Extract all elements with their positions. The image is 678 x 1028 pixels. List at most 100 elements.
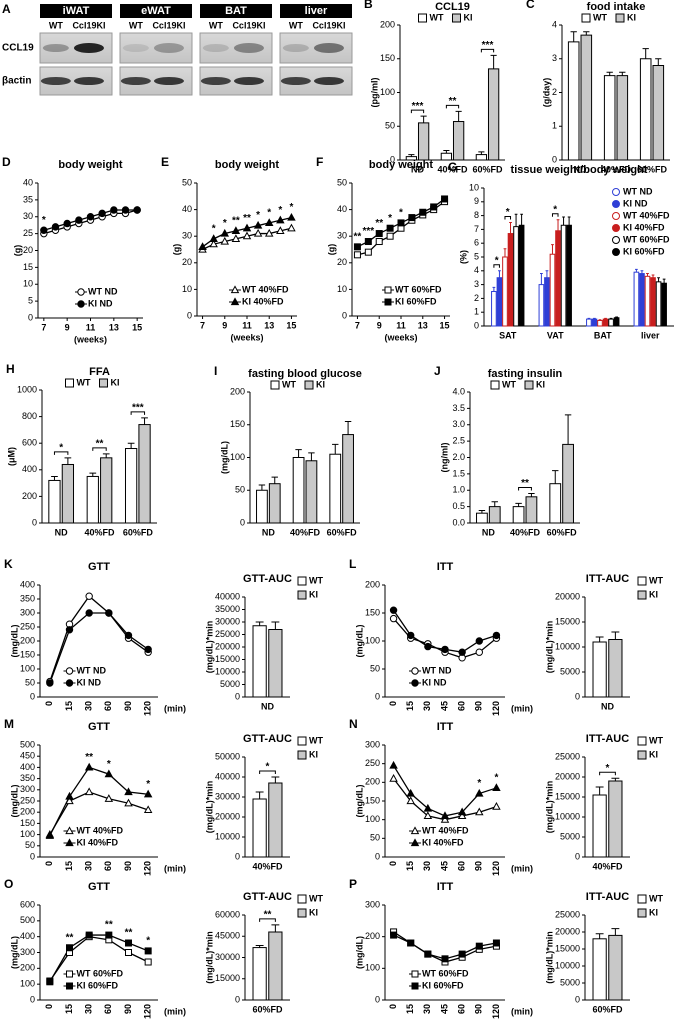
y-tick-label: 200 xyxy=(230,386,245,396)
y-axis-label: (g) xyxy=(171,244,181,256)
y-tick-label: 60000 xyxy=(215,909,240,919)
bar xyxy=(305,460,318,524)
y-tick-label: 400 xyxy=(20,931,35,941)
error-bar xyxy=(598,319,602,321)
error-bar xyxy=(478,151,485,155)
bar xyxy=(268,483,281,524)
y-tick-label: 0 xyxy=(235,851,240,861)
significance-label: * xyxy=(266,762,270,773)
legend-swatch xyxy=(270,380,280,390)
chart-title: CCL19 xyxy=(435,1,470,13)
band xyxy=(122,44,149,52)
legend-swatch xyxy=(418,13,427,23)
error-bar xyxy=(255,944,264,948)
legend-label: WT 60%FD xyxy=(422,968,469,978)
legend-marker xyxy=(384,286,392,294)
y-tick-label: 1000 xyxy=(17,384,37,394)
significance-label: ** xyxy=(232,216,240,227)
x-tick-label: 45 xyxy=(439,701,449,711)
bar xyxy=(252,798,267,858)
y-tick-label: 200 xyxy=(22,491,37,501)
bar xyxy=(124,448,138,524)
bar xyxy=(655,281,662,327)
y-tick-label: 300 xyxy=(20,607,35,617)
y-axis-label: (mg/dL) xyxy=(9,785,19,818)
panel-letter: O xyxy=(4,877,13,891)
error-bar xyxy=(509,222,512,234)
error-bar xyxy=(662,278,666,284)
bar xyxy=(138,424,151,524)
legend-label: WT 40%FD xyxy=(623,210,670,220)
point xyxy=(353,243,361,251)
x-tick-label: 90 xyxy=(474,1004,484,1014)
y-tick-label: 40000 xyxy=(215,591,240,601)
bar xyxy=(650,277,656,327)
legend-label: WT xyxy=(649,893,663,903)
chart-title: body weight xyxy=(58,159,123,171)
legend-label: WT xyxy=(77,377,91,387)
y-tick-label: 25000 xyxy=(215,629,240,639)
significance-bracket xyxy=(504,216,512,220)
bar xyxy=(602,318,609,327)
significance-bracket xyxy=(259,770,276,774)
point xyxy=(430,203,438,211)
error-bar xyxy=(635,268,638,273)
legend-marker xyxy=(65,826,74,835)
y-tick-label: 1 xyxy=(552,121,557,131)
x-tick-label: 60 xyxy=(457,701,467,711)
y-tick-label: 1.5 xyxy=(452,468,465,478)
tissue-header xyxy=(120,4,192,18)
bar xyxy=(329,453,342,524)
significance-label: *** xyxy=(482,40,494,51)
x-tick-label: 7 xyxy=(355,320,360,330)
significance-label: ** xyxy=(521,478,529,489)
bar xyxy=(513,226,519,327)
error-bar xyxy=(593,317,596,320)
y-tick-label: 100 xyxy=(20,663,35,673)
x-tick-label: 60%FD xyxy=(472,164,503,174)
legend-swatch xyxy=(452,13,461,23)
chart-title: GTT xyxy=(88,561,110,573)
y-tick-label: 300 xyxy=(365,899,380,909)
point xyxy=(287,212,296,221)
significance-label: ** xyxy=(375,218,383,229)
point xyxy=(104,794,114,802)
band xyxy=(120,77,151,85)
y-tick-label: 0 xyxy=(187,310,192,320)
y-tick-label: 9 xyxy=(474,196,479,206)
panel-letter: H xyxy=(6,362,15,376)
error-bar xyxy=(640,270,644,274)
x-tick-label: 120 xyxy=(143,861,153,876)
y-tick-label: 20000 xyxy=(215,811,240,821)
x-tick-label: ND xyxy=(261,701,274,711)
y-tick-label: 200 xyxy=(20,807,35,817)
chart-title: GTT-AUC xyxy=(243,573,292,585)
y-tick-label: 200 xyxy=(20,635,35,645)
y-tick-label: 350 xyxy=(20,593,35,603)
bar xyxy=(603,75,616,161)
y-tick-label: 0 xyxy=(575,994,580,1004)
legend-swatch xyxy=(637,750,647,760)
error-bar xyxy=(540,273,543,285)
band xyxy=(233,43,264,53)
bar xyxy=(566,224,572,327)
x-tick-label: 60%FD xyxy=(592,1004,623,1014)
legend-label: WT ND xyxy=(422,665,452,675)
y-tick-label: 20 xyxy=(337,257,347,267)
band xyxy=(313,43,344,53)
x-tick-label: 45 xyxy=(439,1004,449,1014)
bar xyxy=(252,625,267,698)
y-tick-label: 3.0 xyxy=(452,419,465,429)
x-tick-label: 15 xyxy=(64,1004,74,1014)
point xyxy=(458,648,466,656)
x-tick-label: 15 xyxy=(405,1004,415,1014)
tissue-label: eWAT xyxy=(141,5,171,17)
significance-bracket xyxy=(410,109,425,114)
y-tick-label: 0 xyxy=(235,691,240,701)
error-bar xyxy=(271,476,278,484)
significance-bracket xyxy=(493,264,500,268)
point xyxy=(105,931,113,939)
bar xyxy=(452,121,465,161)
y-tick-label: 500 xyxy=(20,739,35,749)
y-tick-label: 150 xyxy=(230,419,245,429)
